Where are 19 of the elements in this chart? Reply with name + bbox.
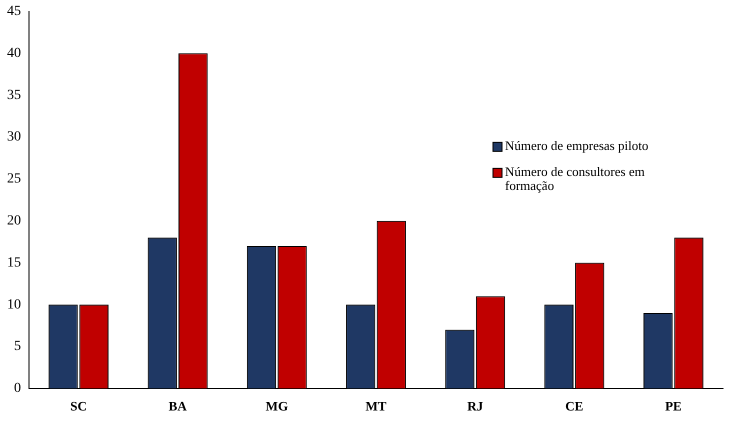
y-tick-label: 0	[14, 381, 21, 396]
y-tick-label: 15	[7, 255, 21, 270]
y-tick-label: 25	[7, 172, 21, 187]
y-tick-label: 40	[7, 46, 21, 61]
y-tick-label: 30	[7, 130, 21, 145]
x-tick-label: RJ	[467, 398, 484, 414]
y-tick-label: 5	[14, 339, 21, 354]
y-tick-label: 35	[7, 88, 21, 103]
x-tick-label: BA	[168, 398, 188, 414]
y-tick-label: 20	[7, 214, 21, 229]
legend-label: Número de empresas piloto	[505, 138, 648, 153]
x-tick-label: PE	[665, 398, 682, 414]
x-tick-label: MT	[366, 398, 387, 414]
x-tick-label: SC	[70, 398, 87, 414]
x-tick-label: MG	[266, 398, 288, 414]
y-tick-label: 10	[7, 297, 21, 312]
legend-label: Número de consultores em formação	[505, 164, 645, 193]
x-tick-label: CE	[565, 398, 584, 414]
y-tick-label: 45	[7, 4, 21, 20]
